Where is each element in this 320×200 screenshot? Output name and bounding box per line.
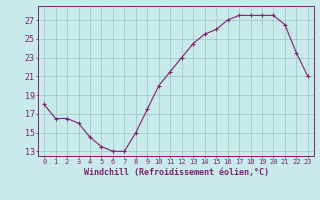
X-axis label: Windchill (Refroidissement éolien,°C): Windchill (Refroidissement éolien,°C): [84, 168, 268, 177]
